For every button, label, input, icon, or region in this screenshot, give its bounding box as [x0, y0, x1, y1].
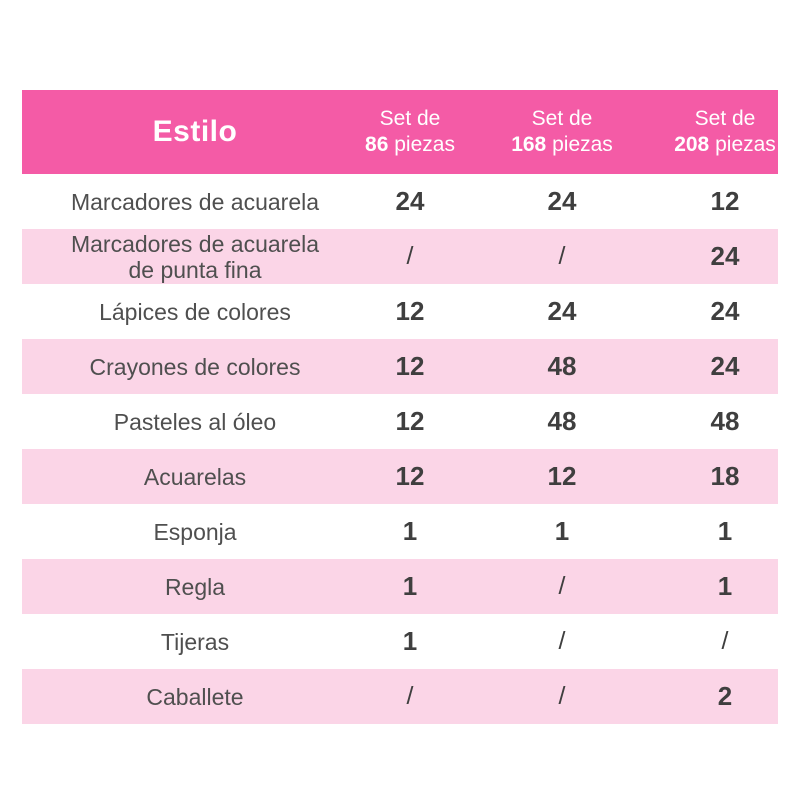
- header-set-208: Set de 208 piezas: [672, 106, 778, 158]
- row-value: /: [558, 682, 566, 710]
- header-estilo: Estilo: [22, 115, 368, 149]
- row-value: 1: [402, 626, 418, 656]
- row-value: /: [406, 682, 414, 710]
- row-label: Lápices de colores: [99, 298, 291, 325]
- set-count: 208: [674, 133, 710, 156]
- row-value: 1: [554, 516, 570, 546]
- row-value: 24: [547, 186, 577, 216]
- row-value: 12: [395, 351, 425, 381]
- row-value: 48: [547, 406, 577, 436]
- set-count-unit: 86 piezas: [365, 132, 455, 158]
- row-label: Tijeras: [160, 628, 230, 655]
- table-row: Pasteles al óleo 12 48 48: [22, 394, 778, 449]
- set-unit: piezas: [394, 133, 455, 156]
- row-value: 12: [547, 461, 577, 491]
- set-prefix: Set de: [694, 107, 756, 130]
- row-label: Esponja: [153, 518, 237, 545]
- row-value: 24: [547, 296, 577, 326]
- row-value: /: [558, 242, 566, 270]
- row-value: 1: [402, 516, 418, 546]
- header-set-86-text: Set de 86 piezas: [365, 106, 455, 158]
- row-value: /: [406, 242, 414, 270]
- set-unit: piezas: [552, 133, 613, 156]
- row-value: 24: [710, 351, 740, 381]
- row-label: Caballete: [146, 683, 244, 710]
- row-value: 12: [395, 296, 425, 326]
- row-value: 1: [717, 571, 733, 601]
- row-value: 12: [710, 186, 740, 216]
- row-label: Marcadores de acuarela de punta fina: [70, 230, 320, 283]
- table-row: Regla 1 / 1: [22, 559, 778, 614]
- row-value: 12: [395, 461, 425, 491]
- set-count-unit: 168 piezas: [511, 132, 613, 158]
- row-value: 24: [710, 296, 740, 326]
- header-estilo-label: Estilo: [152, 115, 238, 148]
- set-unit: piezas: [715, 133, 776, 156]
- row-value: 48: [547, 351, 577, 381]
- table-row: Caballete / / 2: [22, 669, 778, 724]
- set-prefix: Set de: [531, 107, 593, 130]
- row-label: Crayones de colores: [89, 353, 301, 380]
- set-count: 168: [511, 133, 547, 156]
- row-label: Regla: [164, 573, 226, 600]
- table-row: Acuarelas 12 12 18: [22, 449, 778, 504]
- row-value: 1: [717, 516, 733, 546]
- row-value: /: [721, 627, 729, 655]
- row-value: /: [558, 572, 566, 600]
- row-value: 48: [710, 406, 740, 436]
- row-value: /: [558, 627, 566, 655]
- header-set-208-text: Set de 208 piezas: [674, 106, 776, 158]
- row-value: 1: [402, 571, 418, 601]
- header-set-86: Set de 86 piezas: [365, 106, 455, 158]
- header-set-168: Set de 168 piezas: [452, 106, 672, 158]
- header-set-168-text: Set de 168 piezas: [511, 106, 613, 158]
- table-header-row: Estilo Set de 86 piezas Set de 168 pieza…: [22, 90, 778, 174]
- row-label: Pasteles al óleo: [113, 408, 277, 435]
- table-row: Marcadores de acuarela de punta fina / /…: [22, 229, 778, 284]
- row-value: 12: [395, 406, 425, 436]
- table-body: Marcadores de acuarela 24 24 12 Marcador…: [22, 174, 778, 724]
- table-row: Tijeras 1 / /: [22, 614, 778, 669]
- row-value: 24: [710, 241, 740, 271]
- row-value: 24: [395, 186, 425, 216]
- table-row: Lápices de colores 12 24 24: [22, 284, 778, 339]
- set-count: 86: [365, 133, 389, 156]
- table-row: Esponja 1 1 1: [22, 504, 778, 559]
- row-value: 18: [710, 461, 740, 491]
- set-count-unit: 208 piezas: [674, 132, 776, 158]
- set-prefix: Set de: [379, 107, 441, 130]
- row-value: 2: [717, 681, 733, 711]
- table-row: Crayones de colores 12 48 24: [22, 339, 778, 394]
- product-comparison-table: Estilo Set de 86 piezas Set de 168 pieza…: [22, 90, 778, 724]
- row-label: Marcadores de acuarela: [70, 188, 320, 215]
- row-label: Acuarelas: [143, 463, 247, 490]
- table-row: Marcadores de acuarela 24 24 12: [22, 174, 778, 229]
